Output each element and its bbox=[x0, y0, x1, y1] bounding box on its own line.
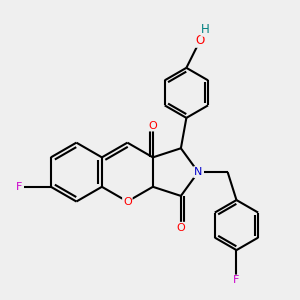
Text: O: O bbox=[176, 223, 185, 233]
Text: O: O bbox=[195, 34, 205, 47]
Text: F: F bbox=[16, 182, 22, 192]
Text: N: N bbox=[194, 167, 202, 177]
Text: H: H bbox=[201, 23, 210, 36]
Text: F: F bbox=[233, 275, 240, 285]
Text: O: O bbox=[123, 196, 132, 206]
Text: O: O bbox=[148, 121, 157, 130]
